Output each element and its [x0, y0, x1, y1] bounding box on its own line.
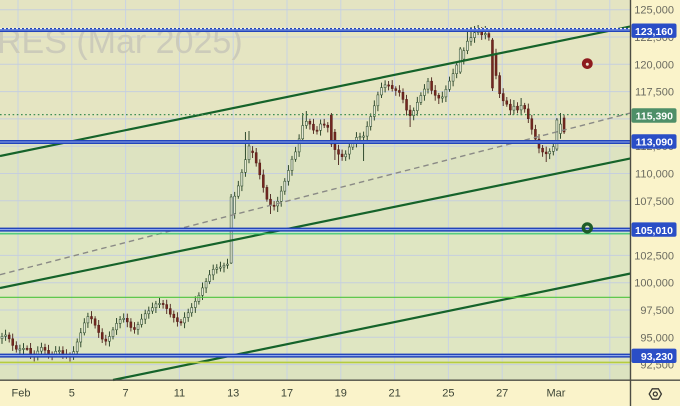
svg-text:107,500: 107,500: [634, 196, 674, 208]
svg-text:97,500: 97,500: [640, 305, 674, 317]
svg-text:Mar: Mar: [547, 388, 566, 400]
svg-text:21: 21: [388, 388, 400, 400]
svg-text:113,090: 113,090: [636, 137, 674, 149]
svg-text:102,500: 102,500: [634, 250, 674, 262]
svg-text:110,000: 110,000: [635, 169, 674, 181]
svg-text:7: 7: [123, 388, 129, 400]
svg-text:120,000: 120,000: [634, 59, 674, 71]
svg-text:123,160: 123,160: [635, 26, 673, 38]
svg-text:19: 19: [335, 388, 347, 400]
svg-text:95,000: 95,000: [640, 332, 674, 344]
svg-text:93,230: 93,230: [641, 351, 673, 363]
svg-text:Feb: Feb: [12, 388, 31, 400]
svg-text:105,010: 105,010: [635, 225, 673, 237]
svg-text:100,000: 100,000: [634, 278, 674, 290]
svg-text:125,000: 125,000: [634, 5, 674, 17]
svg-text:13: 13: [227, 388, 239, 400]
svg-text:25: 25: [442, 388, 454, 400]
svg-text:17: 17: [281, 388, 293, 400]
svg-text:27: 27: [496, 388, 508, 400]
svg-text:117,500: 117,500: [635, 87, 674, 99]
svg-text:11: 11: [174, 388, 185, 400]
svg-text:115,390: 115,390: [636, 111, 674, 123]
svg-text:5: 5: [69, 388, 75, 400]
